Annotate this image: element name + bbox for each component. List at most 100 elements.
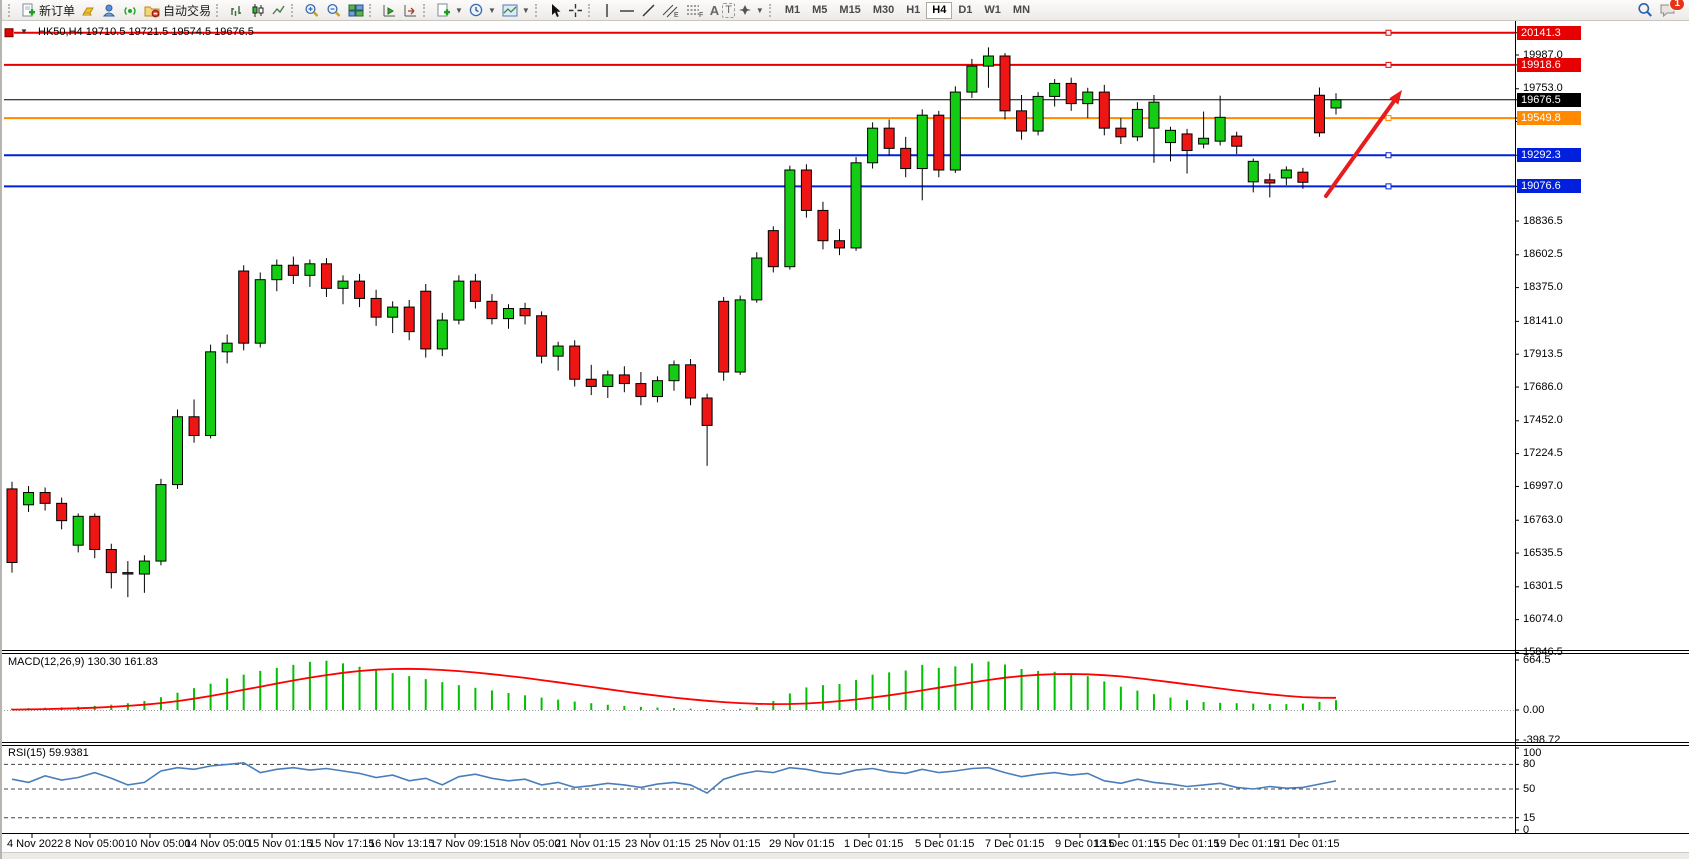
candle bbox=[238, 270, 250, 344]
chat-button[interactable]: 1 bbox=[1656, 0, 1685, 19]
new-order-button[interactable]: 新订单 bbox=[18, 1, 78, 19]
dropdown-caret: ▼ bbox=[487, 5, 496, 15]
market-watch-button[interactable] bbox=[78, 1, 99, 19]
toolbar-grip bbox=[8, 3, 14, 17]
timeframe-h4[interactable]: H4 bbox=[926, 1, 953, 19]
timeframe-w1[interactable]: W1 bbox=[984, 3, 1001, 16]
community-button[interactable] bbox=[99, 1, 120, 19]
candle bbox=[1148, 101, 1160, 129]
candle bbox=[1313, 94, 1325, 134]
status-bar bbox=[2, 852, 1689, 859]
candle bbox=[734, 299, 746, 373]
line-handle[interactable] bbox=[4, 28, 14, 38]
candle bbox=[536, 315, 548, 357]
line-handle[interactable] bbox=[1385, 152, 1392, 159]
candle bbox=[685, 364, 697, 399]
candle bbox=[122, 572, 134, 575]
cursor-button[interactable] bbox=[545, 1, 565, 19]
candle bbox=[867, 127, 879, 164]
line-chart-icon bbox=[272, 5, 285, 14]
candle bbox=[1098, 91, 1110, 129]
candle bbox=[72, 515, 84, 546]
arrows-button[interactable]: ▼ bbox=[735, 1, 767, 19]
toolbar-grip bbox=[534, 3, 541, 17]
candle bbox=[1264, 179, 1276, 184]
chart-shift-button[interactable] bbox=[400, 1, 421, 19]
candle bbox=[999, 55, 1011, 112]
candle bbox=[1049, 82, 1061, 97]
candle bbox=[1115, 127, 1127, 138]
candle bbox=[618, 374, 630, 385]
candle bbox=[784, 169, 796, 268]
dropdown-caret: ▼ bbox=[521, 5, 530, 15]
candle bbox=[834, 240, 845, 249]
equidistant-channel-button[interactable]: E bbox=[659, 1, 683, 19]
candle bbox=[635, 383, 647, 398]
auto-scroll-button[interactable] bbox=[379, 1, 400, 19]
crosshair-button[interactable] bbox=[565, 1, 586, 19]
bar-chart-button[interactable] bbox=[226, 1, 247, 19]
zoom-out-button[interactable] bbox=[323, 1, 345, 19]
timeframe-m30[interactable]: M30 bbox=[872, 3, 895, 16]
candle bbox=[916, 114, 928, 170]
text-button[interactable]: A bbox=[707, 1, 722, 19]
timeframe-m5[interactable]: M5 bbox=[812, 3, 828, 16]
line-chart-button[interactable] bbox=[268, 1, 289, 19]
timeframe-h1[interactable]: H1 bbox=[906, 3, 921, 16]
timeframe-d1[interactable]: D1 bbox=[958, 3, 973, 16]
candle bbox=[1330, 99, 1342, 109]
clock-icon bbox=[469, 3, 483, 16]
candle bbox=[966, 65, 978, 93]
candle bbox=[1181, 133, 1193, 152]
trendline-button[interactable] bbox=[638, 1, 659, 19]
candle bbox=[817, 209, 829, 242]
candle bbox=[254, 279, 266, 344]
new-chart-button[interactable]: ▼ bbox=[433, 1, 466, 19]
candle bbox=[403, 306, 415, 333]
candle bbox=[486, 300, 498, 320]
timeframe-m1[interactable]: M1 bbox=[784, 3, 801, 16]
toolbar-grip bbox=[369, 3, 375, 17]
candle bbox=[718, 300, 730, 373]
candle bbox=[585, 378, 597, 387]
signals-button[interactable] bbox=[120, 1, 141, 19]
trend-arrow[interactable] bbox=[1324, 99, 1396, 198]
notification-badge: 1 bbox=[1669, 0, 1685, 11]
trendline-icon bbox=[642, 4, 655, 16]
templates-button[interactable]: ▼ bbox=[499, 1, 533, 19]
toolbar-grip bbox=[291, 3, 297, 17]
candle bbox=[883, 127, 895, 149]
candle bbox=[354, 280, 366, 299]
equidistant-channel-icon: E bbox=[662, 4, 679, 18]
candlestick-chart-button[interactable] bbox=[247, 1, 268, 19]
text-label-icon: T bbox=[725, 3, 732, 16]
horizontal-line-button[interactable] bbox=[616, 1, 638, 19]
vertical-line-button[interactable] bbox=[598, 1, 616, 19]
tile-windows-button[interactable] bbox=[345, 1, 367, 19]
zoom-in-button[interactable] bbox=[301, 1, 323, 19]
candle bbox=[800, 169, 812, 211]
line-handle[interactable] bbox=[1385, 29, 1392, 36]
autotrading-button[interactable]: 自动交易 bbox=[141, 1, 214, 19]
toolbar: 新订单 自动交易 bbox=[2, 0, 1689, 21]
candle bbox=[387, 306, 399, 318]
new-chart-icon bbox=[437, 3, 451, 16]
line-handle[interactable] bbox=[1385, 115, 1392, 122]
timeframe-mn[interactable]: MN bbox=[1012, 3, 1031, 16]
candle bbox=[1231, 135, 1243, 147]
candle bbox=[287, 264, 299, 276]
line-handle[interactable] bbox=[1385, 61, 1392, 68]
gold-bar-icon bbox=[82, 7, 94, 15]
fibonacci-button[interactable]: F bbox=[683, 1, 707, 19]
line-handle[interactable] bbox=[1385, 183, 1392, 190]
periods-button[interactable]: ▼ bbox=[466, 1, 499, 19]
text-icon: A bbox=[709, 2, 720, 18]
search-button[interactable] bbox=[1634, 1, 1656, 19]
text-label-button[interactable]: T bbox=[722, 2, 735, 18]
candle bbox=[370, 297, 382, 318]
timeframe-m15[interactable]: M15 bbox=[839, 3, 861, 16]
chart-shift-icon bbox=[404, 4, 417, 16]
dropdown-caret: ▼ bbox=[455, 5, 463, 15]
